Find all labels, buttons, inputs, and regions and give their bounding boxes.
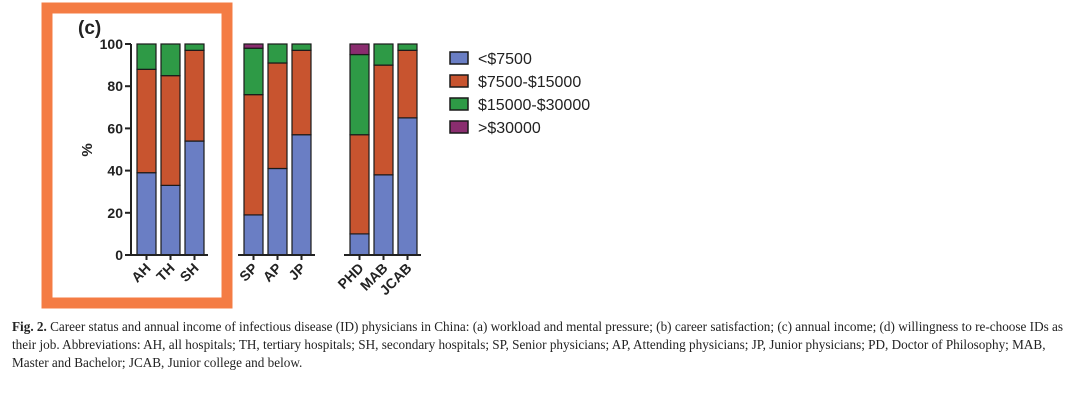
- bar-th-series-0: [160, 184, 181, 256]
- bar-phd-series-2: [349, 53, 370, 136]
- bar-mab-series-0: [373, 174, 394, 256]
- y-tick-label: 100: [100, 36, 124, 52]
- y-tick-label: 80: [107, 78, 123, 94]
- bar-sp-series-1: [243, 94, 264, 216]
- bar-jp-series-2: [291, 43, 312, 51]
- bar-ap-series-0: [267, 167, 288, 256]
- y-tick-label: 60: [107, 120, 123, 136]
- bar-sp-series-2: [243, 47, 264, 96]
- x-tick-label: AP: [260, 260, 285, 285]
- bar-jp-series-1: [291, 49, 312, 136]
- bar-sh-series-1: [184, 49, 205, 142]
- x-tick-label: SP: [236, 260, 261, 285]
- bar-ap-series-1: [267, 62, 288, 170]
- x-tick-label: JP: [285, 260, 308, 283]
- bar-phd-series-1: [349, 134, 370, 235]
- x-tick-label: SH: [177, 260, 202, 285]
- bar-sp-series-3: [243, 43, 264, 49]
- y-tick-label: 40: [107, 163, 123, 179]
- bar-jp-series-0: [291, 134, 312, 256]
- bar-phd-series-3: [349, 43, 370, 56]
- y-tick-label: 20: [107, 205, 123, 221]
- figure-caption: Fig. 2. Career status and annual income …: [12, 318, 1064, 372]
- bar-sh-series-2: [184, 43, 205, 51]
- y-tick-label: 0: [115, 247, 123, 263]
- bar-phd-series-0: [349, 233, 370, 256]
- bar-th-series-1: [160, 75, 181, 186]
- bar-th-series-2: [160, 43, 181, 77]
- y-axis-label: %: [79, 143, 96, 156]
- figure-caption-label: Fig. 2.: [12, 319, 47, 334]
- bar-sh-series-0: [184, 140, 205, 256]
- bar-jcab-series-2: [397, 43, 418, 51]
- panel-label: (c): [78, 18, 101, 39]
- legend-label: $7500-$15000: [478, 74, 581, 91]
- highlight-box: [41, 2, 233, 309]
- legend-label: $15000-$30000: [478, 97, 590, 114]
- x-tick-label: TH: [153, 260, 178, 285]
- bar-jcab-series-0: [397, 117, 418, 256]
- x-tick-label: AH: [128, 260, 154, 286]
- legend-swatch: [449, 51, 469, 65]
- bar-mab-series-2: [373, 43, 394, 66]
- legend-swatch: [449, 120, 469, 134]
- legend-label: <$7500: [478, 51, 532, 68]
- bar-ah-series-0: [136, 172, 157, 256]
- figure-caption-text: Career status and annual income of infec…: [12, 319, 1064, 370]
- legend-label: >$30000: [478, 120, 541, 137]
- legend-swatch: [449, 97, 469, 111]
- bar-ah-series-2: [136, 43, 157, 70]
- bar-ah-series-1: [136, 68, 157, 174]
- bar-sp-series-0: [243, 214, 264, 256]
- bar-mab-series-1: [373, 64, 394, 176]
- bar-ap-series-2: [267, 43, 288, 64]
- bar-jcab-series-1: [397, 49, 418, 119]
- legend-swatch: [449, 74, 469, 88]
